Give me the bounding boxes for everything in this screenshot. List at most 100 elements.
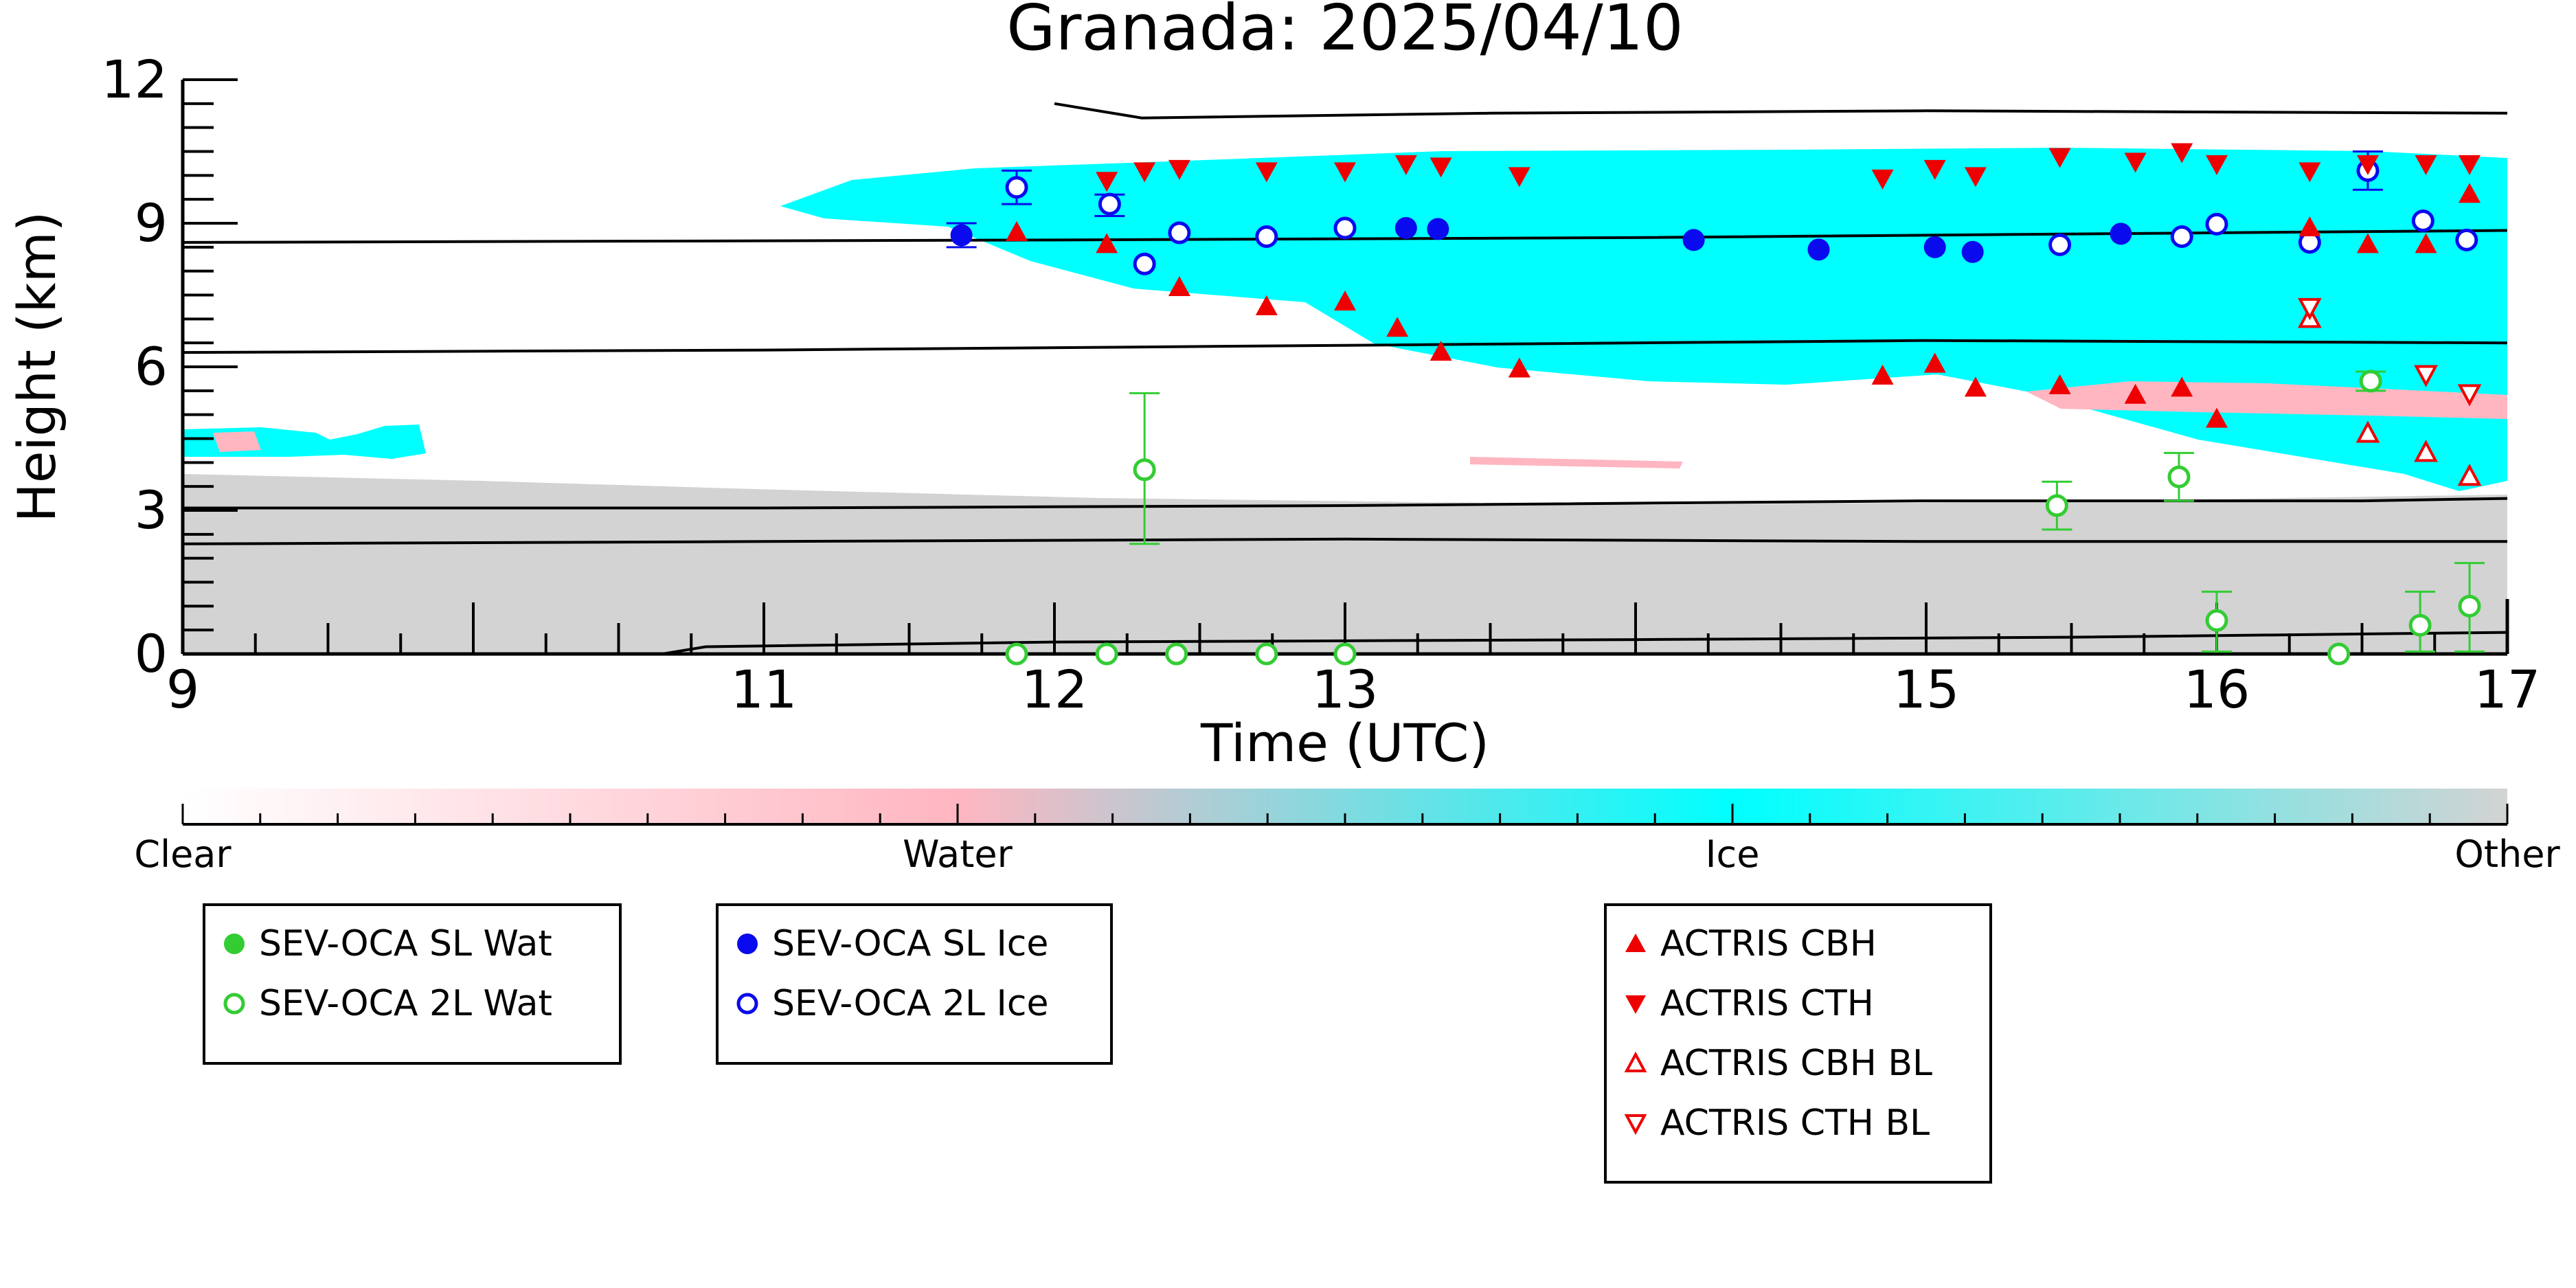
data-point: [2458, 594, 2481, 618]
data-point: [2359, 370, 2382, 393]
data-point: [1508, 357, 1530, 378]
legend-label: SEV-OCA SL Wat: [259, 923, 552, 964]
data-point: [1961, 240, 1984, 263]
legend-label: ACTRIS CTH BL: [1660, 1103, 1930, 1144]
data-marks: [946, 143, 2485, 666]
data-point: [2048, 148, 2071, 168]
colorbar-label-ice: Ice: [1706, 833, 1760, 876]
data-point: [1964, 376, 1987, 397]
data-point: [2048, 374, 2071, 394]
colorbar-ticks: [181, 804, 2509, 826]
data-point: [1333, 216, 1357, 240]
legend-item-actris-cth: ACTRIS CTH: [1620, 983, 1874, 1024]
data-point: [1096, 233, 1118, 253]
open-triangle-up-icon: [1624, 1051, 1647, 1072]
data-point: [2170, 225, 2193, 249]
data-point: [1133, 162, 1156, 183]
data-point: [1005, 176, 1028, 199]
data-point: [1964, 167, 1987, 188]
legend-item-sevoca-sl-wat: SEV-OCA SL Wat: [219, 923, 552, 964]
data-point: [1430, 157, 1452, 178]
data-point: [1098, 192, 1121, 216]
legend-item-actris-cbh-bl: ACTRIS CBH BL: [1620, 1043, 1932, 1084]
data-point: [1168, 276, 1190, 297]
data-point: [2171, 143, 2193, 163]
data-point: [1334, 290, 1356, 310]
x-tick-label: 12: [1021, 659, 1088, 720]
y-axis-label: Height (km): [6, 212, 67, 523]
data-point: [1923, 159, 1946, 180]
x-tick-label: 17: [2474, 659, 2541, 720]
legend-water: SEV-OCA SL Wat SEV-OCA 2L Wat: [203, 903, 622, 1065]
legend-label: SEV-OCA 2L Ice: [772, 983, 1049, 1024]
data-point: [1095, 642, 1118, 666]
contour-line: [183, 497, 2508, 510]
data-point: [2124, 383, 2147, 404]
data-point: [2459, 155, 2481, 175]
data-point: [1923, 236, 1946, 258]
data-point: [1255, 642, 1278, 666]
data-point: [2415, 233, 2437, 253]
data-point: [2327, 642, 2351, 666]
data-point: [2205, 212, 2228, 236]
data-point: [1430, 341, 1452, 361]
data-point: [2457, 464, 2482, 486]
contour-line: [182, 537, 2507, 545]
data-point: [2206, 155, 2228, 175]
x-tick-label: 13: [1312, 659, 1379, 720]
data-point: [2205, 609, 2228, 632]
data-point: [1871, 364, 1894, 385]
data-point: [1005, 642, 1028, 666]
legend-item-actris-cth-bl: ACTRIS CTH BL: [1620, 1103, 1930, 1144]
data-point: [950, 224, 973, 247]
triangle-up-icon: [1625, 934, 1646, 952]
open-circle-icon: [736, 993, 758, 1015]
data-point: [1334, 162, 1356, 183]
legend-item-actris-cbh: ACTRIS CBH: [1620, 923, 1877, 964]
water-region-left: [213, 431, 261, 452]
data-point: [2459, 183, 2481, 203]
data-point: [2356, 155, 2379, 175]
data-point: [1096, 172, 1118, 192]
data-point: [1394, 155, 1417, 175]
y-tick-label: 3: [135, 479, 168, 541]
data-point: [2414, 440, 2438, 462]
data-point: [1255, 295, 1278, 315]
legend-label: SEV-OCA SL Ice: [772, 923, 1049, 964]
data-point: [1807, 238, 1830, 261]
x-axis-label: Time (UTC): [1200, 712, 1489, 773]
data-point: [2206, 407, 2228, 428]
y-tick-label: 12: [101, 49, 168, 110]
data-point: [2298, 216, 2321, 236]
data-point: [1682, 229, 1705, 251]
data-point: [1165, 642, 1188, 666]
data-point: [2167, 465, 2191, 488]
colorbar-label-other: Other: [2454, 833, 2560, 876]
x-tick-label: 11: [731, 659, 798, 720]
data-point: [2110, 223, 2132, 245]
legend-label: ACTRIS CBH: [1660, 923, 1877, 964]
water-region-main: [2026, 381, 2507, 419]
contour-line: [182, 339, 2508, 354]
data-point: [2048, 233, 2072, 256]
water-region-mid: [1470, 457, 1683, 468]
data-point: [2411, 210, 2434, 233]
data-point: [2298, 297, 2322, 321]
data-point: [2298, 162, 2321, 183]
legend-item-sevoca-2l-ice: SEV-OCA 2L Ice: [732, 983, 1048, 1024]
legend-ice: SEV-OCA SL Ice SEV-OCA 2L Ice: [716, 903, 1113, 1065]
legend-label: ACTRIS CTH: [1660, 983, 1874, 1024]
data-point: [1133, 458, 1156, 482]
data-point: [2408, 613, 2432, 637]
filled-circle-icon: [224, 934, 245, 954]
legend-item-sevoca-sl-ice: SEV-OCA SL Ice: [732, 923, 1048, 964]
data-point: [1386, 317, 1409, 337]
legend-label: ACTRIS CBH BL: [1660, 1043, 1932, 1084]
legend-label: SEV-OCA 2L Wat: [259, 983, 552, 1024]
data-point: [2171, 376, 2193, 397]
triangle-down-icon: [1625, 995, 1646, 1014]
filled-circle-icon: [737, 934, 758, 954]
legend-item-sevoca-2l-wat: SEV-OCA 2L Wat: [219, 983, 552, 1024]
ice-region-main: [780, 148, 2507, 491]
